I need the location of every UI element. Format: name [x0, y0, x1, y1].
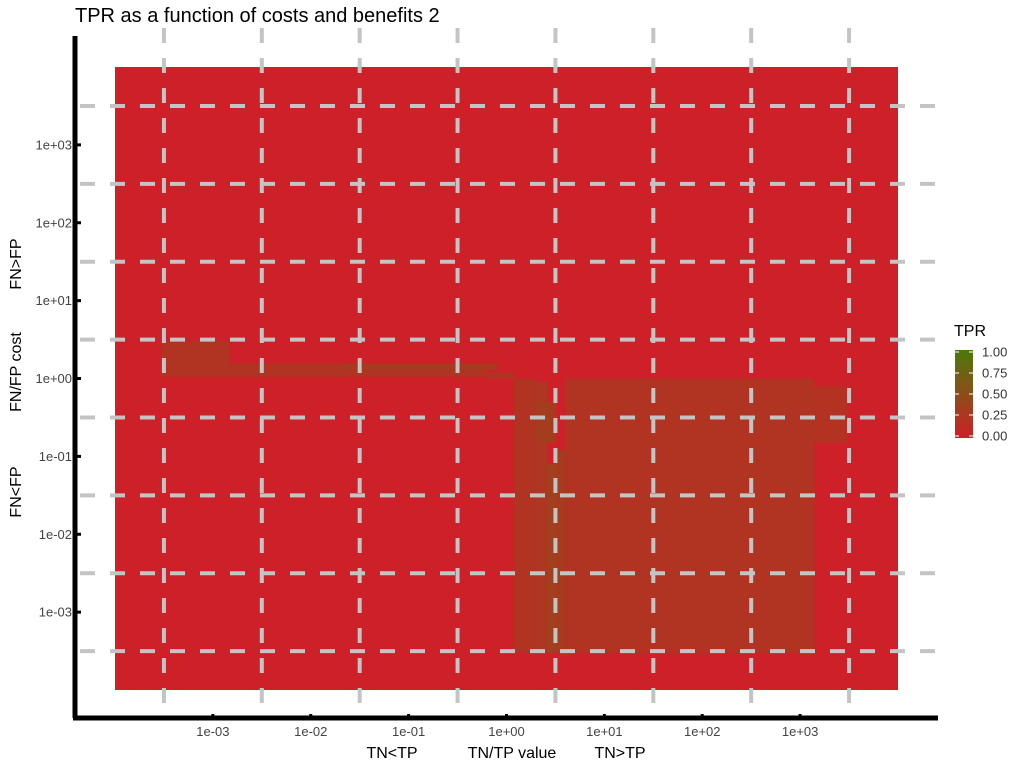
plot-panel — [80, 28, 935, 716]
heatmap-cell — [555, 450, 566, 653]
x-axis-label-center: TN/TP value — [468, 745, 557, 762]
x-axis-label-right: TN>TP — [594, 745, 645, 762]
axes: 1e-03 1e-02 1e-01 1e+00 1e+01 1e+02 1e+03 1e-0… — [35, 36, 938, 739]
y-axis-label-bottom: FN<FP — [8, 466, 25, 517]
heatmap-cell — [535, 401, 556, 443]
legend-colorbar — [955, 350, 973, 438]
x-tick-label: 1e+02 — [684, 724, 721, 739]
heatmap-cell — [565, 378, 815, 653]
y-axis-ticks: 1e-03 1e-02 1e-01 1e+00 1e+01 1e+02 1e+03 — [35, 137, 81, 620]
gridlines — [80, 28, 935, 716]
legend-break-label: 0.25 — [982, 408, 1007, 423]
x-tick-label: 1e-03 — [196, 724, 229, 739]
x-axis-ticks: 1e-03 1e-02 1e-01 1e+00 1e+01 1e+02 1e+03 — [196, 714, 818, 739]
y-tick-label: 1e+01 — [35, 293, 72, 308]
y-axis-title: FN<FP FN/FP cost FN>FP — [8, 238, 25, 517]
legend-break-label: 0.50 — [982, 387, 1007, 402]
heatmap-cell — [547, 463, 556, 653]
x-tick-label: 1e-02 — [294, 724, 327, 739]
y-tick-label: 1e-02 — [39, 527, 72, 542]
heatmap-cell — [814, 386, 847, 443]
x-tick-label: 1e+00 — [488, 724, 525, 739]
y-tick-label: 1e-01 — [39, 449, 72, 464]
legend-breaks: 1.00 0.75 0.50 0.25 0.00 — [955, 345, 1007, 444]
heatmap-cell — [535, 382, 548, 653]
heatmap-regions — [161, 341, 847, 653]
y-tick-label: 1e-03 — [39, 605, 72, 620]
x-tick-label: 1e+03 — [782, 724, 819, 739]
legend-break-label: 1.00 — [982, 345, 1007, 360]
heatmap-cell — [484, 372, 515, 379]
heatmap-cell — [161, 341, 231, 377]
y-tick-label: 1e+02 — [35, 215, 72, 230]
y-axis-label-center: FN/FP cost — [8, 332, 25, 412]
x-axis-label-left: TN<TP — [366, 745, 417, 762]
y-tick-label: 1e+00 — [35, 371, 72, 386]
y-tick-label: 1e+03 — [35, 137, 72, 152]
legend: TPR 1.00 0.75 0.50 0.25 0.00 — [954, 323, 1007, 444]
x-tick-label: 1e-01 — [392, 724, 425, 739]
legend-break-label: 0.75 — [982, 366, 1007, 381]
heatmap-cell — [340, 363, 498, 370]
x-axis-title: TN<TP TN/TP value TN>TP — [366, 745, 645, 762]
x-tick-label: 1e+01 — [586, 724, 623, 739]
legend-title: TPR — [954, 323, 986, 340]
legend-break-label: 0.00 — [982, 429, 1007, 444]
y-axis-label-top: FN>FP — [8, 238, 25, 289]
chart-title: TPR as a function of costs and benefits … — [75, 5, 440, 27]
heatmap-cell — [514, 378, 536, 653]
